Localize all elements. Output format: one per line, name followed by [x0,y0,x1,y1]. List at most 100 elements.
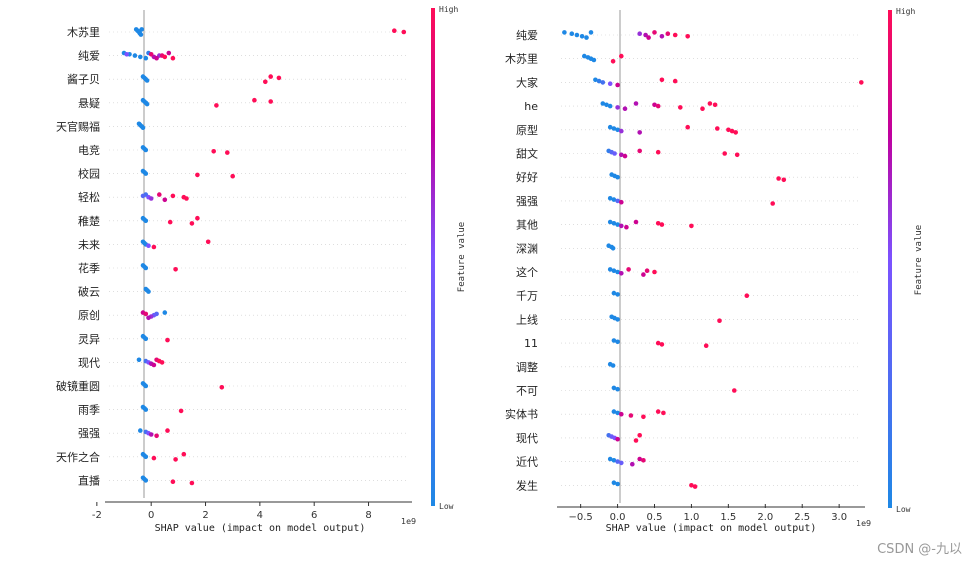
right-shap-point [707,101,713,106]
left-shap-point [144,78,150,83]
left-feature-label: 稚楚 [78,214,100,228]
right-shap-point [569,31,575,36]
right-shap-point [633,438,639,443]
right-feature-label: 其他 [516,219,538,232]
left-feature-label: 灵异 [78,333,100,346]
left-shap-point [162,54,168,60]
right-shap-point [591,57,597,63]
right-shap-point [637,130,642,135]
right-shap-point [729,128,735,134]
right-shap-point [619,53,624,59]
left-shap-point [146,315,151,321]
right-shap-point [628,413,634,418]
left-x-ticks: -2 0 2 4 6 8 [92,502,372,521]
right-shap-point [652,102,657,108]
left-shap-point [184,196,189,201]
right-shap-point [600,80,606,85]
right-shap-point [633,219,639,225]
right-shap-point [615,269,620,275]
right-feature-label: 深渊 [516,242,538,255]
right-shap-point [582,53,587,59]
right-shap-point [732,388,737,393]
left-shap-point [211,149,216,154]
right-shap-point [678,105,683,110]
left-shap-point [143,478,149,483]
right-shap-point [646,35,651,40]
right-shap-point [615,222,620,227]
right-shap-point [685,124,690,130]
right-shap-point [776,176,781,181]
right-shap-point [672,78,678,84]
left-colorbar-high-label: High [439,5,458,14]
left-shap-point [148,52,154,57]
right-x-tick-label: −0.5 [568,512,592,523]
left-x-tick-label: 6 [311,510,317,521]
left-shap-point [136,357,142,363]
left-shap-point [154,55,159,61]
left-feature-label: 破镜重圆 [56,379,100,393]
right-x-tick-label: 3.0 [831,512,847,523]
left-shap-point [189,480,195,486]
right-shap-point [588,30,594,35]
right-feature-label: 纯爱 [516,29,538,42]
left-shap-point [139,27,144,32]
left-shap-point [268,74,274,79]
right-shap-point [637,148,642,154]
left-shap-point [144,101,150,107]
left-feature-label: 现代 [78,356,100,369]
right-shap-point [607,267,613,272]
right-shap-point [615,386,620,392]
left-feature-label: 直播 [78,473,100,487]
right-x-tick-label: 1.5 [720,512,736,523]
left-shap-point [165,428,170,433]
right-shap-point [734,152,740,158]
right-shap-point [744,293,750,299]
right-shap-point [611,409,617,414]
left-shap-point [138,428,143,433]
right-shap-point [722,151,727,156]
right-colorbar-low-label: Low [896,505,911,514]
left-shap-point [148,196,154,201]
right-shap-point [607,456,613,462]
right-shap-point [611,480,617,486]
right-shap-point [615,410,620,416]
left-shap-point [140,193,146,199]
right-shap-point [607,81,613,86]
left-feature-labels: 木苏里纯爱酱子贝悬疑天官赐福电竞校园轻松稚楚未来花季破云原创灵异现代破镜重圆雨季… [56,26,100,487]
left-feature-label: 校园 [78,167,100,181]
left-shap-point [159,360,165,365]
right-feature-label: 木苏里 [505,53,538,66]
right-shap-point [665,31,671,36]
left-shap-point [205,239,211,245]
right-shap-point [633,101,639,106]
left-shap-point [276,75,282,81]
left-shap-point [146,289,151,294]
right-points [562,30,864,489]
right-shap-point [611,126,617,131]
right-shap-point [644,268,650,274]
left-shap-point [173,457,178,462]
right-shap-point [619,152,624,158]
right-shap-point [615,82,620,88]
left-colorbar: High Low Feature value [431,5,467,511]
left-x-tick-label: 0 [148,510,154,521]
left-shap-point [170,479,176,485]
right-shap-point [615,339,620,345]
left-colorbar-title: Feature value [457,222,467,292]
right-shap-point [615,459,620,464]
right-feature-label: 11 [524,337,538,350]
right-shap-point [689,483,694,488]
right-feature-label: 甜文 [516,147,538,161]
right-x-tick-label: 1.0 [683,512,699,523]
left-feature-label: 悬疑 [78,97,100,110]
left-shap-point [392,28,397,33]
right-feature-label: he [524,100,538,113]
left-shap-point [138,32,144,37]
right-shap-point [615,292,620,297]
left-shap-point [195,215,200,221]
right-shap-point [579,34,585,39]
right-feature-label: 现代 [516,432,538,445]
right-shap-point [607,103,613,109]
right-colorbar-high-label: High [896,7,915,16]
left-feature-label: 雨季 [78,404,100,417]
